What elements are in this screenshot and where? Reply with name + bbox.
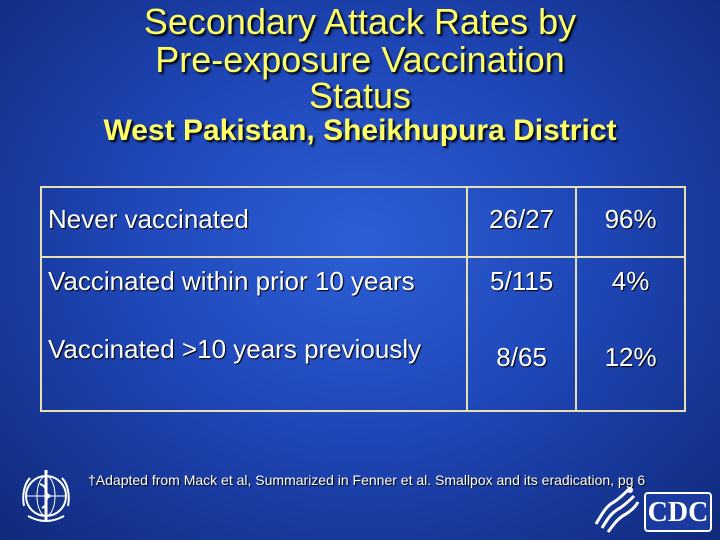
row-percent: 96%	[575, 187, 685, 258]
row-fraction: 5/115	[466, 257, 577, 334]
title-line-3: Status	[308, 75, 412, 116]
slide-subtitle: West Pakistan, Sheikhupura District	[103, 114, 617, 147]
who-logo-icon	[22, 470, 70, 522]
cdc-logo: CDC	[644, 492, 712, 532]
attack-rate-table: Never vaccinated 26/27 96% Vaccinated wi…	[40, 186, 686, 412]
footnote: †Adapted from Mack et al, Summarized in …	[88, 472, 646, 488]
row-label: Never vaccinated	[41, 187, 468, 258]
row-percent: 12%	[575, 334, 685, 411]
row-fraction: 26/27	[466, 187, 577, 258]
row-fraction: 8/65	[466, 334, 577, 411]
title-line-2: Pre-exposure Vaccination	[155, 39, 565, 80]
table-row: Vaccinated within prior 10 years 5/115 4…	[41, 257, 685, 334]
table-row: Vaccinated >10 years previously 8/65 12%	[41, 334, 685, 411]
row-label: Vaccinated >10 years previously	[48, 334, 422, 364]
row-label: Vaccinated within prior 10 years	[48, 266, 415, 296]
table-row: Never vaccinated 26/27 96%	[41, 187, 685, 258]
row-percent: 4%	[575, 257, 685, 334]
title-line-1: Secondary Attack Rates by	[143, 1, 577, 42]
hhs-eagle-logo-icon	[594, 487, 640, 533]
